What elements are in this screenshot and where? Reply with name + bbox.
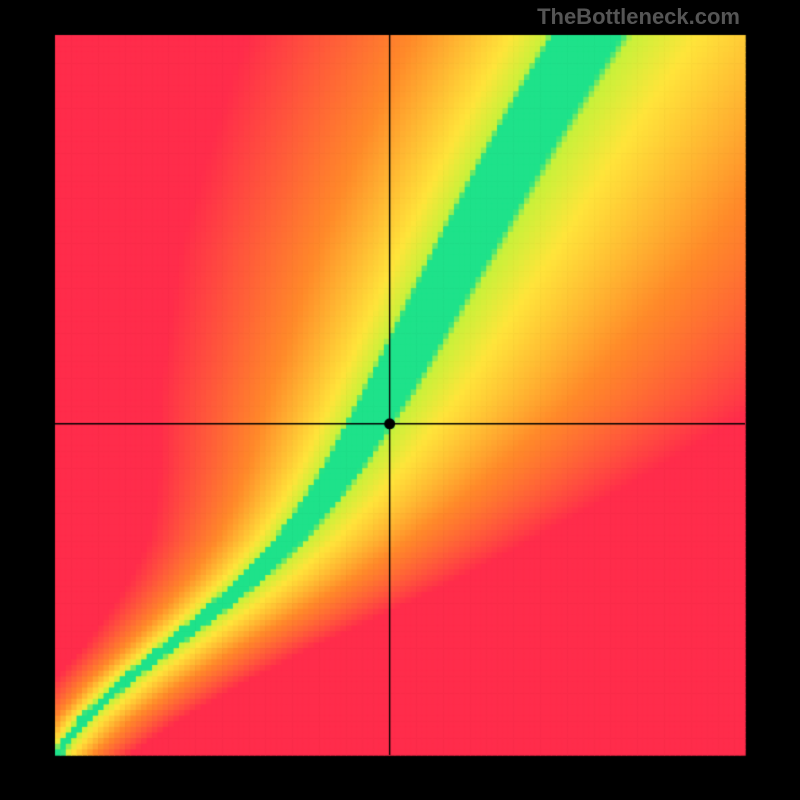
chart-container: { "attribution": "TheBottleneck.com", "c… bbox=[0, 0, 800, 800]
attribution-text: TheBottleneck.com bbox=[537, 4, 740, 30]
bottleneck-heatmap bbox=[0, 0, 800, 800]
